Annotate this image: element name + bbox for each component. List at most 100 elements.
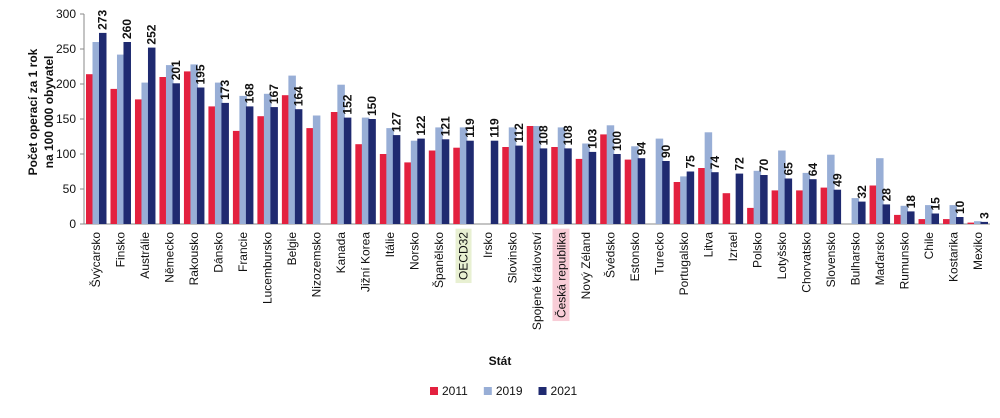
x-tick-label: Jižní Korea [359, 232, 373, 292]
bar [711, 172, 719, 224]
data-label: 108 [537, 125, 551, 145]
bar [551, 147, 559, 224]
data-label: 49 [830, 173, 844, 187]
data-label: 119 [488, 118, 502, 138]
x-tick-label: Švýcarsko [88, 232, 103, 288]
data-label: 10 [953, 200, 967, 214]
data-label: 108 [561, 125, 575, 145]
x-tick-label: Itálie [383, 232, 397, 258]
x-tick-label: Norsko [408, 232, 422, 270]
bar [796, 190, 804, 224]
bar [312, 115, 321, 224]
data-label: 201 [169, 60, 183, 80]
x-tick-label: Španělsko [431, 232, 446, 288]
bar [159, 77, 167, 224]
y-tick-label: 50 [63, 182, 77, 196]
bar [232, 130, 241, 224]
bar [600, 134, 608, 224]
legend-swatch [538, 387, 547, 395]
y-tick-label: 300 [56, 7, 76, 21]
data-label: 260 [120, 19, 134, 39]
x-tick-label: Kostarika [946, 232, 960, 282]
bar [778, 150, 786, 224]
data-label: 273 [96, 10, 110, 30]
data-label: 164 [292, 86, 306, 106]
bar [441, 139, 450, 224]
x-tick-label: Nizozemsko [310, 232, 324, 298]
y-axis-label: na 100 000 obyvatel [42, 56, 56, 169]
bar [949, 205, 958, 224]
bar [386, 128, 394, 224]
bar [85, 74, 94, 224]
bar [557, 127, 566, 224]
y-tick-label: 200 [56, 77, 76, 91]
bar [343, 117, 352, 224]
bar [270, 107, 278, 224]
bar [453, 147, 461, 224]
data-label: 121 [439, 116, 453, 136]
bar [869, 185, 878, 224]
bar [967, 222, 976, 224]
bar [92, 42, 100, 224]
x-tick-label: Belgie [285, 232, 299, 266]
bar [368, 119, 376, 224]
x-tick-label: Česká republika [553, 232, 568, 318]
x-tick-label: Dánsko [212, 232, 226, 273]
bar [943, 219, 951, 224]
bar [900, 205, 909, 224]
data-label: 90 [659, 144, 673, 158]
x-tick-label: Chile [922, 232, 936, 260]
x-tick-label: Lotyšsko [775, 232, 789, 280]
bar [686, 171, 695, 224]
data-label: 112 [512, 123, 526, 143]
bar [575, 158, 584, 224]
bar [116, 54, 125, 224]
bar [827, 154, 835, 224]
bar [281, 95, 290, 224]
x-tick-label: Chorvatsko [799, 232, 813, 293]
bar [134, 99, 143, 224]
x-tick-label: Rumunsko [897, 232, 911, 290]
bar [190, 64, 198, 225]
bar [165, 65, 174, 224]
bar [257, 116, 265, 224]
bar [882, 204, 891, 224]
bar [410, 140, 419, 224]
bar [747, 207, 755, 224]
legend-label: 2021 [551, 384, 578, 398]
bar [637, 158, 646, 224]
bar [735, 173, 744, 224]
y-axis-label: Počet operací za 1 rok [26, 48, 40, 175]
bar [306, 128, 314, 224]
category-highlight [552, 228, 570, 322]
bar [820, 187, 829, 224]
bar [392, 135, 401, 224]
data-label: 75 [683, 155, 697, 169]
bar [196, 87, 205, 224]
x-tick-label: Lucembursko [261, 232, 275, 304]
bar [704, 132, 713, 224]
bar [809, 179, 817, 224]
bar [526, 126, 535, 224]
data-label: 32 [855, 185, 869, 199]
data-label: 168 [243, 83, 257, 103]
bar [428, 150, 437, 224]
bar [502, 147, 510, 224]
bar [337, 84, 345, 224]
data-label: 94 [634, 142, 648, 156]
x-tick-label: Litva [701, 232, 715, 258]
data-label: 152 [341, 94, 355, 114]
data-label: 103 [585, 129, 599, 149]
bar [172, 83, 180, 224]
bar [760, 175, 768, 224]
data-label: 65 [781, 162, 795, 176]
bar [245, 106, 254, 224]
data-label: 150 [365, 96, 379, 116]
bar [655, 138, 664, 224]
bar [753, 170, 762, 224]
data-label: 122 [414, 115, 428, 135]
bar [802, 172, 811, 224]
x-tick-label: Slovinsko [506, 232, 520, 284]
bar [417, 138, 425, 224]
bar [974, 221, 982, 224]
